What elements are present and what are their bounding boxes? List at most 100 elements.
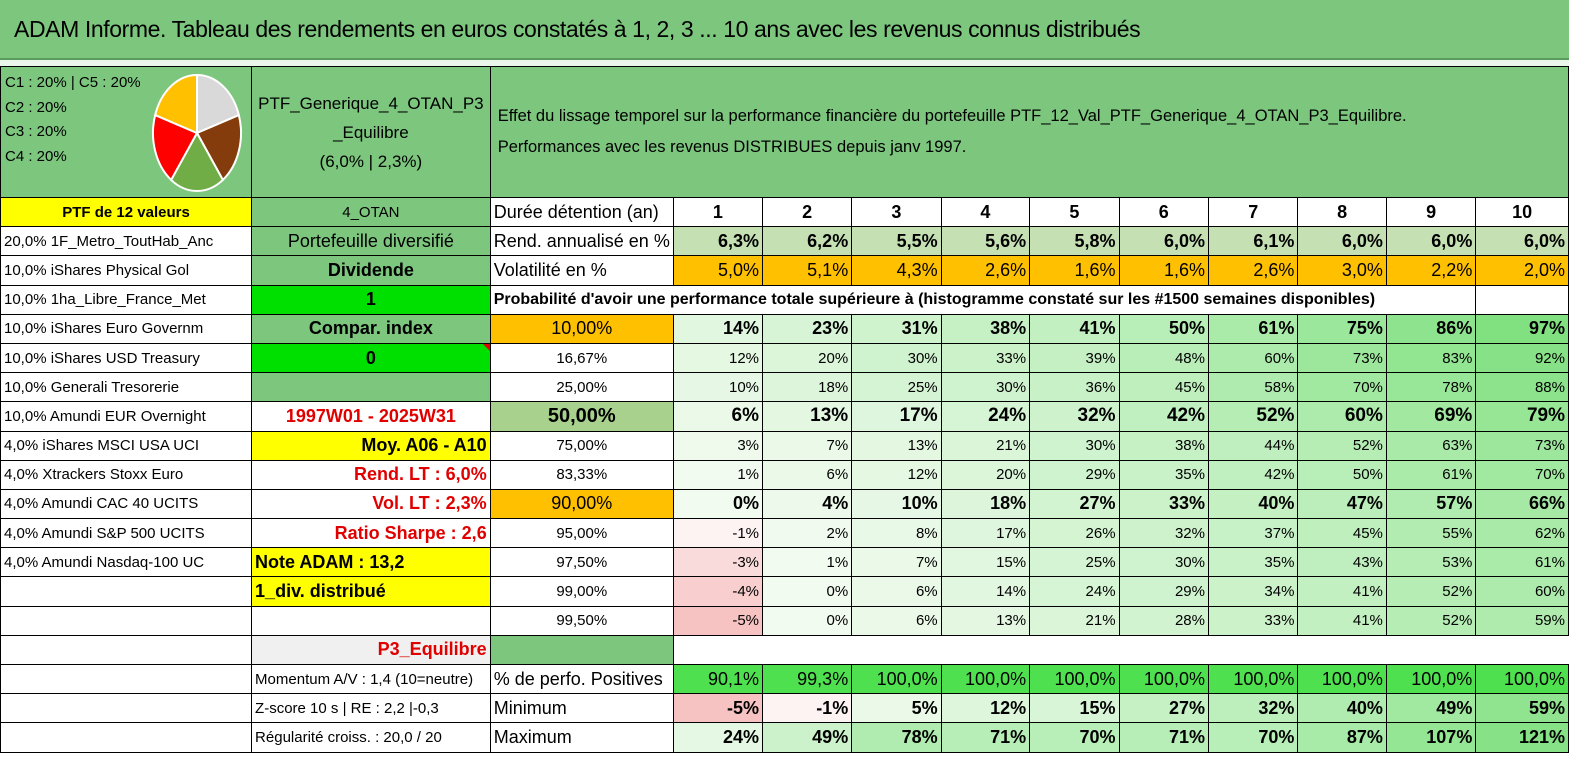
table-row: 20,0% 1F_Metro_ToutHab_Anc Portefeuille d… <box>0 226 1569 257</box>
probability-value: 48% <box>1118 342 1209 374</box>
probability-value: 37% <box>1207 518 1299 549</box>
table-row: C1 : 20% | C5 : 20% C2 : 20% C3 : 20% C4 : … <box>0 66 1569 198</box>
year-header: 4 <box>940 196 1031 228</box>
probability-value: 69% <box>1385 401 1477 432</box>
maximum-value: 70% <box>1029 722 1120 753</box>
maximum-value: 78% <box>851 722 942 753</box>
probability-value: 30% <box>940 372 1031 403</box>
probability-value: 52% <box>1385 576 1477 607</box>
probability-value: 73% <box>1297 342 1387 374</box>
probability-value: 83% <box>1385 342 1477 374</box>
holding-item: 10,0% iShares Euro Governm <box>0 313 253 344</box>
probability-value: 78% <box>1385 372 1477 403</box>
probability-value: 0% <box>762 605 853 636</box>
info-cell: Note ADAM : 13,2 <box>251 547 491 578</box>
probability-value: 47% <box>1297 488 1387 520</box>
probability-value: -4% <box>672 576 764 607</box>
probability-value: 29% <box>1118 576 1209 607</box>
positive-value: 100,0% <box>1207 663 1299 695</box>
probability-value: 27% <box>1029 488 1120 520</box>
vol-value: 2,2% <box>1385 255 1477 286</box>
info-cell: 0 <box>251 342 491 374</box>
probability-value: 79% <box>1475 401 1569 432</box>
probability-value: 35% <box>1207 547 1299 578</box>
probability-value: 45% <box>1118 372 1209 403</box>
info-cell: Dividende <box>251 255 491 286</box>
threshold-label: 25,00% <box>489 372 674 403</box>
maximum-value: 87% <box>1297 722 1387 753</box>
probability-value: 42% <box>1207 459 1299 490</box>
probability-value: 1% <box>762 547 853 578</box>
rend-value: 6,2% <box>762 226 853 257</box>
probability-value: 20% <box>762 342 853 374</box>
probability-value: 97% <box>1475 313 1569 344</box>
info-cell: 1_div. distribué <box>251 576 491 607</box>
minimum-value: 49% <box>1385 693 1477 724</box>
probability-value: 61% <box>1475 547 1569 578</box>
portfolio-name-cell: PTF_Generique_4_OTAN_P3 _Equilibre (6,0% |… <box>251 66 491 198</box>
probability-value: 53% <box>1385 547 1477 578</box>
table-row: 4,0% Xtrackers Stoxx Euro Rend. LT : 6,0%… <box>0 459 1569 490</box>
probability-value: 6% <box>851 576 942 607</box>
probability-value: 38% <box>940 313 1031 344</box>
table-row: 99,50% -5% 0% 6% 13% 21% 28% 33% 41% 52% 59% <box>0 605 1569 636</box>
vol-value: 3,0% <box>1297 255 1387 286</box>
probability-value: 18% <box>762 372 853 403</box>
probability-value: 44% <box>1207 430 1299 461</box>
portfolio-name-line: _Equilibre <box>333 122 409 142</box>
empty-cell <box>672 634 1569 666</box>
probability-value: 30% <box>1029 430 1120 461</box>
holding-item: 4,0% iShares MSCI USA UCI <box>0 430 253 461</box>
probability-value: 7% <box>851 547 942 578</box>
info-cell <box>251 605 491 636</box>
info-cell: Momentum A/V : 1,4 (10=neutre) <box>251 663 491 695</box>
holding-item: 4,0% Amundi Nasdaq-100 UC <box>0 547 253 578</box>
table-row: 4,0% iShares MSCI USA UCI Moy. A06 - A10 7… <box>0 430 1569 461</box>
year-header: 1 <box>672 196 764 228</box>
minimum-value: 12% <box>940 693 1031 724</box>
probability-value: 52% <box>1207 401 1299 432</box>
probability-value: 75% <box>1297 313 1387 344</box>
probability-value: 52% <box>1297 430 1387 461</box>
probability-value: 92% <box>1475 342 1569 374</box>
probability-value: 23% <box>762 313 853 344</box>
threshold-label: 99,50% <box>489 605 674 636</box>
table-row: 10,0% Generali Tresorerie 25,00% 10% 18% 25%… <box>0 372 1569 403</box>
holding-item <box>0 576 253 607</box>
rend-label: Rend. annualisé en % <box>489 226 674 257</box>
allocation-line: C2 : 20% <box>5 98 67 116</box>
minimum-value: 15% <box>1029 693 1120 724</box>
probability-value: 24% <box>1029 576 1120 607</box>
positive-value: 100,0% <box>940 663 1031 695</box>
table-row: Momentum A/V : 1,4 (10=neutre)% de perfo… <box>0 663 1569 695</box>
probability-value: 50% <box>1297 459 1387 490</box>
probability-value: 0% <box>762 576 853 607</box>
vol-value: 5,0% <box>672 255 764 286</box>
probability-value: 60% <box>1475 576 1569 607</box>
minimum-value: 27% <box>1118 693 1209 724</box>
info-cell: Rend. LT : 6,0% <box>251 459 491 490</box>
year-header: 7 <box>1207 196 1299 228</box>
table-row: 10,0% Amundi EUR Overnight 1997W01 - 2025… <box>0 401 1569 432</box>
probability-value: 62% <box>1475 518 1569 549</box>
table-row: 4,0% Amundi Nasdaq-100 UC Note ADAM : 13,… <box>0 547 1569 578</box>
info-cell: Moy. A06 - A10 <box>251 430 491 461</box>
probability-value: 18% <box>940 488 1031 520</box>
probability-value: 39% <box>1029 342 1120 374</box>
probability-value: 12% <box>672 342 764 374</box>
rend-value: 6,0% <box>1118 226 1209 257</box>
probability-value: 2% <box>762 518 853 549</box>
allocation-pie-chart <box>152 73 242 192</box>
threshold-label: 50,00% <box>489 401 674 432</box>
table-row: 10,0% iShares Physical Gol Dividende Volat… <box>0 255 1569 286</box>
year-header: 10 <box>1475 196 1569 228</box>
probability-value: 12% <box>851 459 942 490</box>
probability-value: 31% <box>851 313 942 344</box>
positive-value: 100,0% <box>1297 663 1387 695</box>
probability-value: 30% <box>1118 547 1209 578</box>
vol-value: 2,6% <box>940 255 1031 286</box>
threshold-label: 95,00% <box>489 518 674 549</box>
maximum-value: 71% <box>940 722 1031 753</box>
probability-value: 33% <box>940 342 1031 374</box>
holding-item: 4,0% Xtrackers Stoxx Euro <box>0 459 253 490</box>
